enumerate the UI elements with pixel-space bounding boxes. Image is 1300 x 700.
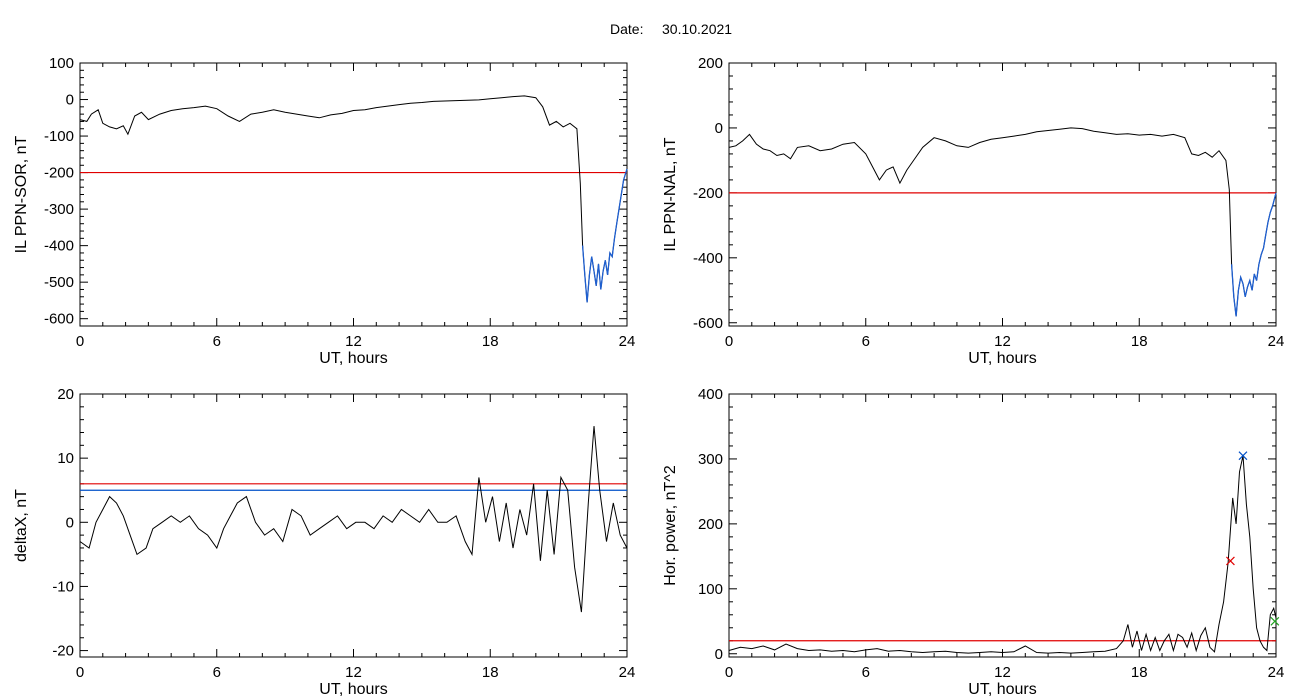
series-line bbox=[79, 95, 628, 303]
x-tick-label: 0 bbox=[725, 664, 733, 681]
x-tick-label: 24 bbox=[1268, 664, 1285, 681]
x-axis-label: UT, hours bbox=[968, 350, 1036, 367]
x-axis-label: UT, hours bbox=[968, 681, 1036, 698]
y-tick-label: 20 bbox=[57, 386, 74, 403]
marker-x bbox=[1225, 556, 1235, 566]
y-tick-label: -500 bbox=[44, 274, 74, 291]
x-tick-label: 18 bbox=[482, 664, 499, 681]
chart-power: 0 6 12 18 24 400 300 200 100 0 UT, hours Hor. power… bbox=[662, 386, 1284, 698]
x-tick-label: 18 bbox=[1131, 664, 1148, 681]
x-tick-label: 18 bbox=[1131, 333, 1148, 350]
y-tick-label: -600 bbox=[44, 311, 74, 328]
series-line bbox=[79, 426, 628, 613]
y-tick-label: -200 bbox=[44, 165, 74, 182]
y-tick-label: 0 bbox=[715, 120, 723, 137]
y-axis-label: Hor. power, nT^2 bbox=[662, 465, 679, 586]
plot-frame bbox=[728, 393, 1277, 658]
marker-x bbox=[1238, 451, 1248, 461]
x-axis-label: UT, hours bbox=[319, 350, 387, 367]
y-tick-label: -100 bbox=[44, 128, 74, 145]
x-tick-label: 6 bbox=[862, 664, 870, 681]
y-tick-label: -200 bbox=[693, 185, 723, 202]
date-label: Date: bbox=[610, 21, 643, 37]
x-tick-label: 0 bbox=[76, 333, 84, 350]
plot-frame bbox=[79, 393, 628, 658]
plot-frame bbox=[728, 62, 1277, 327]
y-tick-label: -600 bbox=[693, 315, 723, 332]
y-tick-label: 200 bbox=[698, 55, 723, 72]
y-tick-label: -20 bbox=[52, 643, 74, 660]
y-axis-label: deltaX, nT bbox=[13, 489, 30, 562]
x-tick-label: 0 bbox=[725, 333, 733, 350]
plot-frame bbox=[79, 62, 628, 327]
x-tick-label: 12 bbox=[345, 664, 362, 681]
marker-stroke bbox=[1238, 451, 1248, 461]
marker-stroke bbox=[1225, 556, 1235, 566]
x-axis-label: UT, hours bbox=[319, 681, 387, 698]
y-tick-label: -400 bbox=[693, 250, 723, 267]
x-tick-label: 12 bbox=[994, 333, 1011, 350]
x-tick-label: 0 bbox=[76, 664, 84, 681]
x-tick-label: 24 bbox=[619, 333, 636, 350]
y-tick-label: 0 bbox=[66, 92, 74, 109]
x-tick-label: 24 bbox=[619, 664, 636, 681]
y-tick-label: -10 bbox=[52, 578, 74, 595]
series-highlight-line bbox=[1230, 192, 1277, 317]
chart-sor: 0 6 12 18 24 100 0 -100 -200 -300 -400 -500 -600 UT, … bbox=[13, 55, 635, 367]
chart-nal: 0 6 12 18 24 200 0 -200 -400 -600 UT, hours IL PPN-… bbox=[662, 55, 1284, 367]
x-tick-label: 12 bbox=[994, 664, 1011, 681]
y-tick-label: 10 bbox=[57, 450, 74, 467]
date-value: 30.10.2021 bbox=[662, 21, 732, 37]
chart-deltax: 0 6 12 18 24 20 10 0 -10 -20 UT, hours deltaX, nT bbox=[13, 386, 635, 698]
y-axis-label: IL PPN-SOR, nT bbox=[13, 135, 30, 253]
x-tick-label: 6 bbox=[213, 664, 221, 681]
y-tick-label: 300 bbox=[698, 451, 723, 468]
y-axis-label: IL PPN-NAL, nT bbox=[662, 137, 679, 251]
x-tick-label: 6 bbox=[213, 333, 221, 350]
y-tick-label: 200 bbox=[698, 516, 723, 533]
y-tick-label: -400 bbox=[44, 238, 74, 255]
series-line bbox=[728, 127, 1277, 317]
y-tick-label: -300 bbox=[44, 201, 74, 218]
y-tick-label: 100 bbox=[49, 55, 74, 72]
x-tick-label: 6 bbox=[862, 333, 870, 350]
marker-stroke bbox=[1270, 616, 1280, 626]
y-tick-label: 0 bbox=[715, 646, 723, 663]
x-tick-label: 18 bbox=[482, 333, 499, 350]
series-highlight-line bbox=[581, 168, 628, 303]
y-tick-label: 0 bbox=[66, 514, 74, 531]
series-line bbox=[728, 455, 1277, 654]
x-tick-label: 24 bbox=[1268, 333, 1285, 350]
y-tick-label: 100 bbox=[698, 581, 723, 598]
x-tick-label: 12 bbox=[345, 333, 362, 350]
y-tick-label: 400 bbox=[698, 386, 723, 403]
marker-x bbox=[1270, 616, 1280, 626]
